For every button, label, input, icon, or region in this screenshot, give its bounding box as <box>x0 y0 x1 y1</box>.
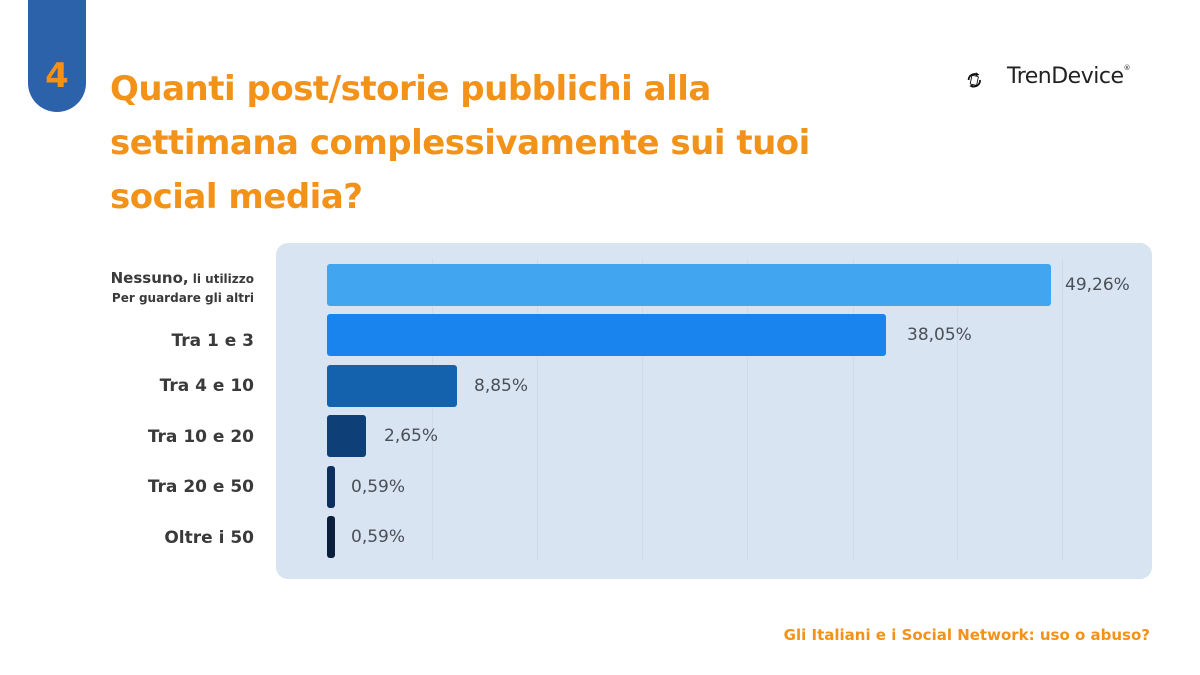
page-title: Quanti post/storie pubblichi alla settim… <box>110 69 810 217</box>
bar-oltre-i-50 <box>327 516 335 558</box>
bar-tra-1-e-3 <box>327 314 886 356</box>
category-label: Oltre i 50 <box>164 528 254 548</box>
value-label: 0,59% <box>351 477 406 497</box>
value-label: 49,26% <box>1065 275 1130 295</box>
value-label: 8,85% <box>474 376 529 396</box>
bar-tra-10-e-20 <box>327 415 366 457</box>
label-bold: Nessuno, <box>110 269 189 287</box>
gridline <box>957 258 958 560</box>
bar-nessuno <box>327 264 1051 306</box>
gridline <box>537 258 538 560</box>
gridline <box>1062 258 1063 560</box>
gridline <box>853 258 854 560</box>
category-label: Tra 4 e 10 <box>159 376 254 396</box>
gridline <box>642 258 643 560</box>
category-label: Tra 10 e 20 <box>147 427 254 447</box>
question-number: 4 <box>45 56 69 96</box>
bar-tra-20-e-50 <box>327 466 335 508</box>
value-label: 2,65% <box>384 426 439 446</box>
bar-tra-4-e-10 <box>327 365 457 407</box>
value-label: 0,59% <box>351 527 406 547</box>
brand-logo: TrenDevice® <box>1007 64 1130 89</box>
value-label: 38,05% <box>907 325 972 345</box>
gridline <box>432 258 433 560</box>
label-line2: Per guardare gli altri <box>111 291 254 305</box>
label-rest: li utilizzo <box>188 272 254 286</box>
phone-refresh-icon <box>967 72 981 88</box>
brand-name: TrenDevice <box>1007 64 1124 89</box>
category-label: Tra 20 e 50 <box>147 477 254 497</box>
category-label-nessuno: Nessuno, li utilizzo Per guardare gli al… <box>111 269 254 308</box>
question-number-badge: 4 <box>28 0 86 112</box>
footer-caption: Gli Italiani e i Social Network: uso o a… <box>783 626 1150 644</box>
registered-mark: ® <box>1123 64 1130 72</box>
gridline <box>747 258 748 560</box>
category-label: Tra 1 e 3 <box>171 331 254 351</box>
